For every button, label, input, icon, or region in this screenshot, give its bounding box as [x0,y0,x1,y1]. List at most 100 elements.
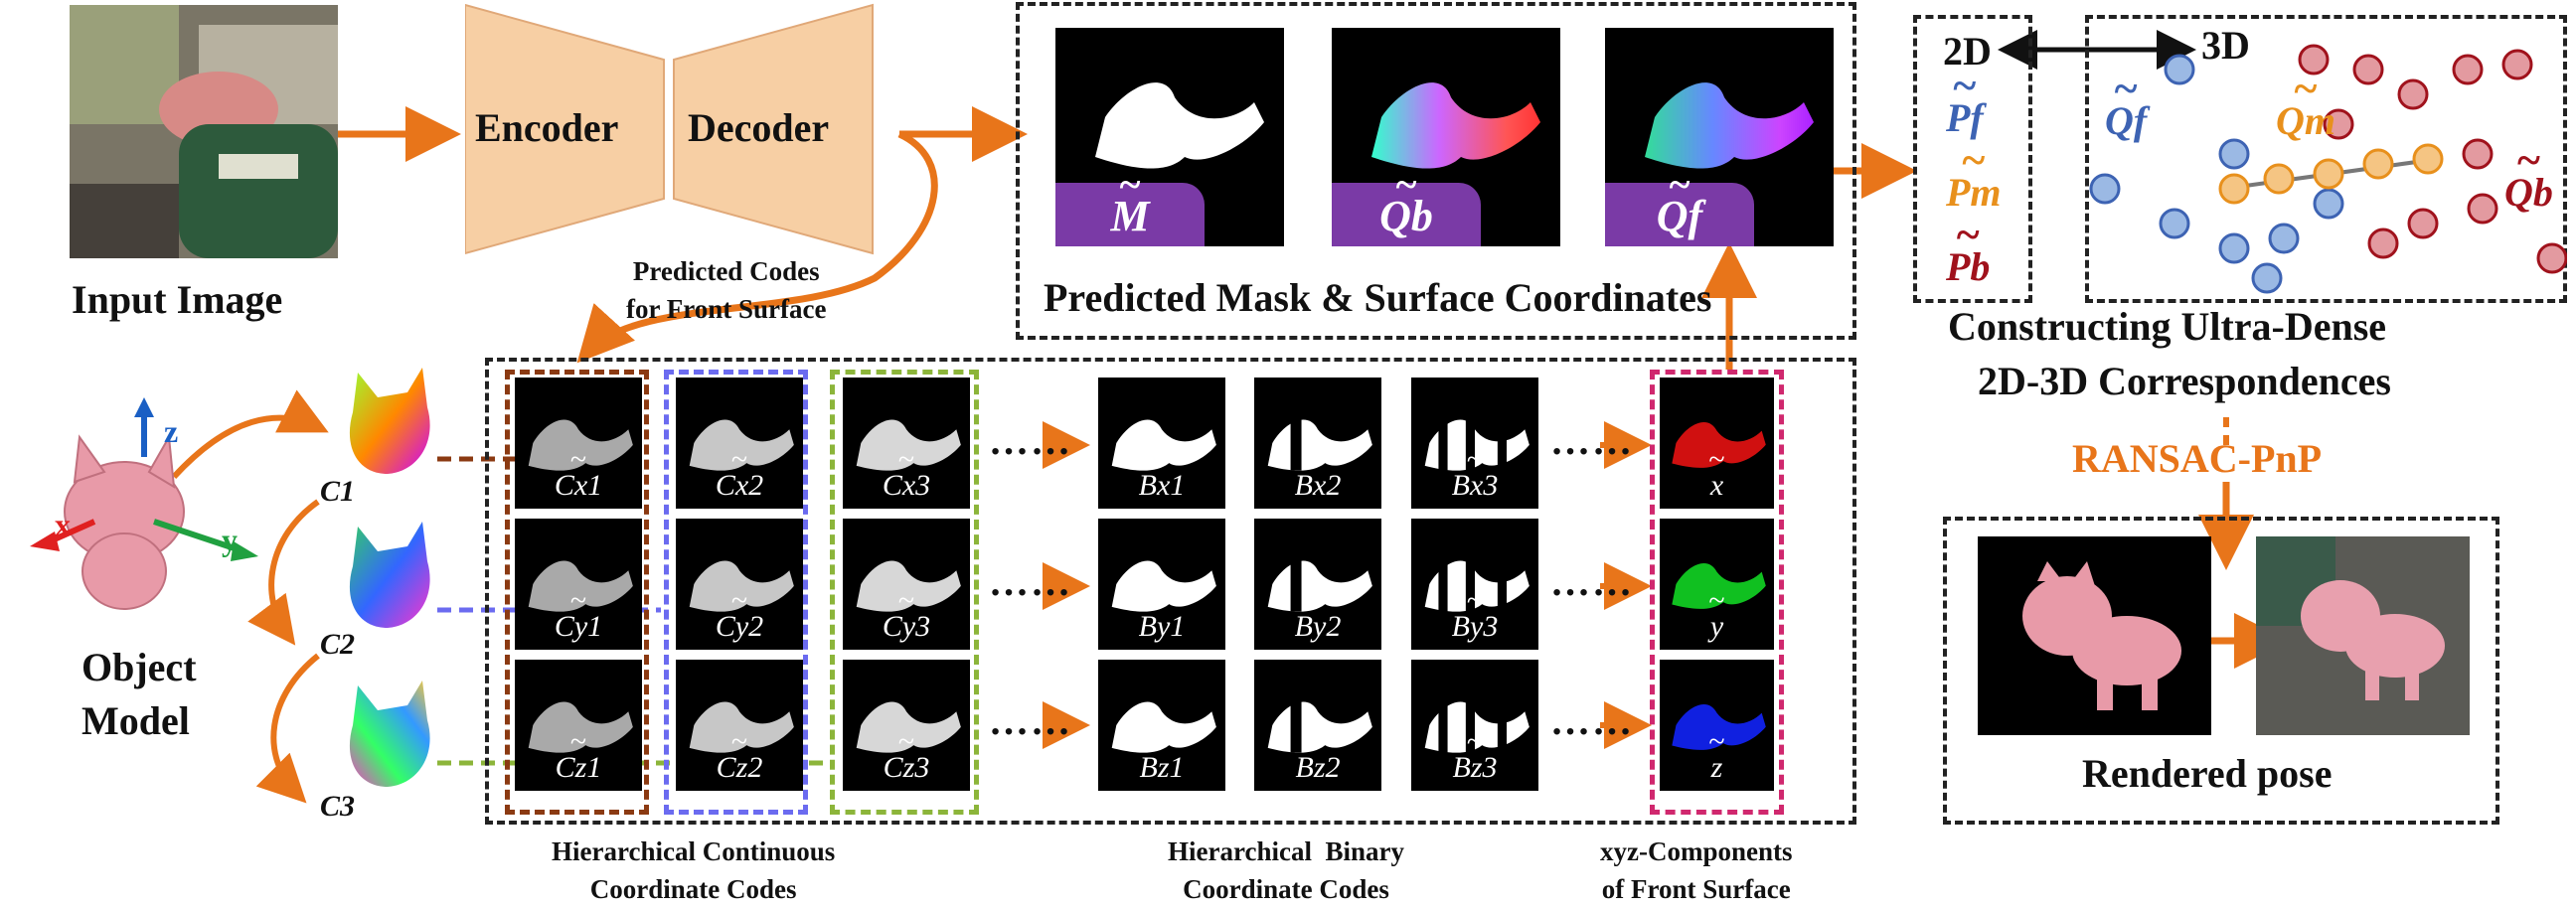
front-points [2089,54,2344,294]
cont-tile-row_z-0-label: Cz1 [556,751,602,785]
rendered-overlay [2256,536,2470,735]
cont-tile-row_x-2-label: Cx3 [883,469,930,503]
bin-tile-row_z-0-label: Bz1 [1140,751,1185,785]
qb-badge: Qb [1332,183,1481,246]
arrow-c1-c2 [247,499,320,646]
mask-label: M [1055,191,1205,241]
cont-tile-row_y-0-label: Cy1 [555,610,602,644]
bin-tile-row_y-1-label: By2 [1295,610,1342,644]
ellipsis-cont-y: …… [989,559,1072,604]
correspondence-caption-1: Constructing Ultra-Dense [1948,304,2387,349]
cont-tile-row_y-2: Cy3 [843,519,970,650]
group-xyz [1650,370,1784,815]
bin-tile-row_x-1: Bx2 [1254,378,1381,509]
decoder-label: Decoder [688,105,830,150]
bin-tile-row_y-0: By1 [1098,519,1225,650]
xyz-tile-0-label: x [1710,469,1723,503]
bin-tile-row_z-1-label: Bz2 [1296,751,1341,785]
cont-tile-row_x-0-label: Cx1 [555,469,602,503]
c1-label: C1 [320,475,356,508]
bin-tile-row_y-2-label: By3 [1452,610,1499,644]
bin-tile-row_y-2: By3 [1411,519,1538,650]
xyz-caption: xyz-Components of Front Surface [1600,836,1793,904]
encoder-decoder [465,3,874,255]
bin-tile-row_x-0-label: Bx1 [1139,469,1186,503]
bin-tile-row_z-1: Bz2 [1254,660,1381,791]
ransac-label: RANSAC-PnP [2072,436,2323,481]
qf-label: Qf [1605,191,1754,241]
cont-tile-row_y-1-label: Cy2 [716,610,763,644]
label-3d: 3D [2201,23,2250,68]
axis-x-label: x [55,507,71,542]
middle-points [2218,143,2444,205]
pm-label: Pm [1946,169,2002,216]
prediction-box [1016,2,1856,340]
rendered-box [1943,517,2499,825]
codes-box [485,358,1856,825]
correspondence-points [2089,44,2567,294]
cont-tile-row_z-1: Cz2 [676,660,803,791]
correspondence-caption-2: 2D-3D Correspondences [1978,359,2391,403]
qb-tile: Qb [1332,28,1560,246]
decoder-shape [673,3,874,255]
pf-label: Pf [1946,94,1984,141]
ellipsis-cont-z: …… [989,698,1072,743]
xyz-tile-0: x [1660,378,1774,509]
mask-tile: M [1055,28,1284,246]
model-c2 [349,522,430,628]
cont-tile-row_z-0: Cz1 [515,660,642,791]
bin-tile-row_z-0: Bz1 [1098,660,1225,791]
axis-x-line [48,519,96,544]
cont-tile-row_x-1: Cx2 [676,378,803,509]
bin-tile-row_y-1: By2 [1254,519,1381,650]
ellipsis-bin-x: …… [1550,418,1634,463]
qb-label: Qb [1332,191,1481,241]
axis-y-label: y [222,522,238,557]
c3-label: C3 [320,790,356,823]
c2-label: C2 [320,628,356,661]
cont-tile-row_z-2: Cz3 [843,660,970,791]
box-2d [1913,15,2032,303]
bin-tile-row_y-0-label: By1 [1139,610,1186,644]
qm-label: Qm [2276,97,2335,144]
ellipsis-bin-z: …… [1550,698,1634,743]
input-image [70,5,338,258]
ellipsis-cont-x: …… [989,418,1072,463]
axis-z-label: z [164,413,179,449]
bin-tile-row_z-2: Bz3 [1411,660,1538,791]
cont-tile-row_x-0: Cx1 [515,378,642,509]
xyz-tile-2: z [1660,660,1774,791]
rendered-caption: Rendered pose [2082,751,2333,796]
bin-tile-row_x-0: Bx1 [1098,378,1225,509]
arrow-model-c1 [171,389,329,480]
arrow-c2-c3 [255,653,320,804]
object-model-figure [30,397,258,610]
box-3d [2085,15,2567,303]
qf-3d-label: Qf [2105,97,2147,144]
object-caption-1: Object [81,645,197,689]
xyz-tile-2-label: z [1711,751,1723,785]
cont-tile-row_y-1: Cy2 [676,519,803,650]
bin-tile-row_x-2: Bx3 [1411,378,1538,509]
cont-tile-row_y-0: Cy1 [515,519,642,650]
bin-tile-row_x-1-label: Bx2 [1295,469,1342,503]
axis-y-line [153,519,244,554]
pb-label: Pb [1946,243,1990,290]
model-c1 [349,368,430,474]
group-level-1 [505,370,649,815]
encoder-shape [465,3,665,255]
cont-tile-row_z-2-label: Cz3 [884,751,930,785]
xyz-tile-1-label: y [1710,610,1723,644]
continuous-caption: Hierarchical Continuous Coordinate Codes [552,836,836,904]
group-level-2 [664,370,808,815]
cont-tile-row_z-1-label: Cz2 [717,751,763,785]
rendered-render [1978,536,2211,735]
binary-caption: Hierarchical Binary Coordinate Codes [1168,836,1404,904]
prediction-caption: Predicted Mask & Surface Coordinates [1044,275,1712,320]
cont-tile-row_x-2: Cx3 [843,378,970,509]
qf-badge: Qf [1605,183,1754,246]
object-caption-2: Model [81,698,190,743]
model-c3 [349,681,430,787]
xyz-tile-1: y [1660,519,1774,650]
